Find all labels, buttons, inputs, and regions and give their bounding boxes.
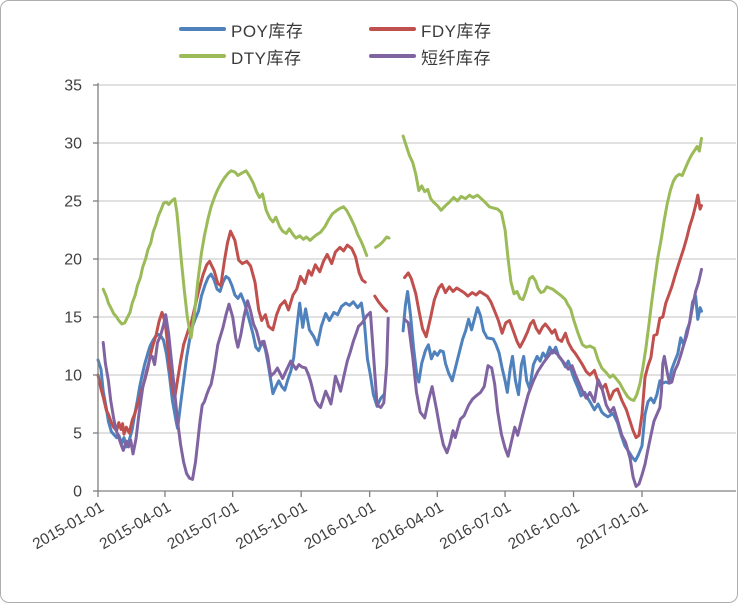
legend-label: FDY库存	[421, 21, 492, 41]
legend-line-swatch	[369, 54, 416, 58]
axes	[93, 83, 736, 497]
x-tick-label: 2017-01-01	[574, 499, 651, 553]
legend: POY库存 FDY库存 DTY库存 短纤库存	[179, 17, 559, 68]
x-tick-label: 2015-01-01	[30, 499, 107, 553]
legend-label: DTY库存	[231, 48, 302, 68]
legend-line-swatch	[179, 27, 226, 31]
legend-item-2: DTY库存	[179, 44, 369, 68]
y-tick-label: 35	[64, 78, 82, 95]
legend-label: 短纤库存	[421, 48, 491, 68]
x-tick-label: 2016-10-01	[505, 499, 582, 553]
x-tick-label: 2015-04-01	[97, 499, 174, 553]
gridlines	[98, 84, 736, 434]
series-DTY库存	[101, 134, 703, 402]
x-tick-label: 2015-07-01	[165, 499, 242, 553]
y-tick-label: 25	[64, 194, 82, 211]
x-tick-label: 2016-01-01	[301, 499, 378, 553]
legend-line-swatch	[369, 27, 416, 31]
x-tick-label: 2015-10-01	[233, 499, 310, 553]
legend-item-0: POY库存	[179, 17, 369, 41]
legend-line-swatch	[179, 54, 226, 58]
y-tick-label: 15	[64, 310, 82, 327]
y-axis-labels: 0 5 10 15 20 25 30 35	[64, 78, 82, 501]
x-tick-label: 2016-07-01	[437, 499, 514, 553]
legend-item-1: FDY库存	[369, 17, 559, 41]
y-tick-label: 10	[64, 368, 82, 385]
series-短纤库存	[101, 267, 703, 488]
legend-label: POY库存	[231, 21, 304, 41]
series-FDY库存	[96, 193, 703, 440]
y-tick-label: 30	[64, 136, 82, 153]
y-tick-label: 0	[73, 484, 82, 501]
y-tick-label: 20	[64, 252, 82, 269]
y-tick-label: 5	[73, 426, 82, 443]
x-tick-label: 2016-04-01	[369, 499, 446, 553]
x-axis-labels: 2015-01-012015-04-012015-07-012015-10-01…	[30, 499, 651, 553]
legend-item-3: 短纤库存	[369, 44, 559, 68]
